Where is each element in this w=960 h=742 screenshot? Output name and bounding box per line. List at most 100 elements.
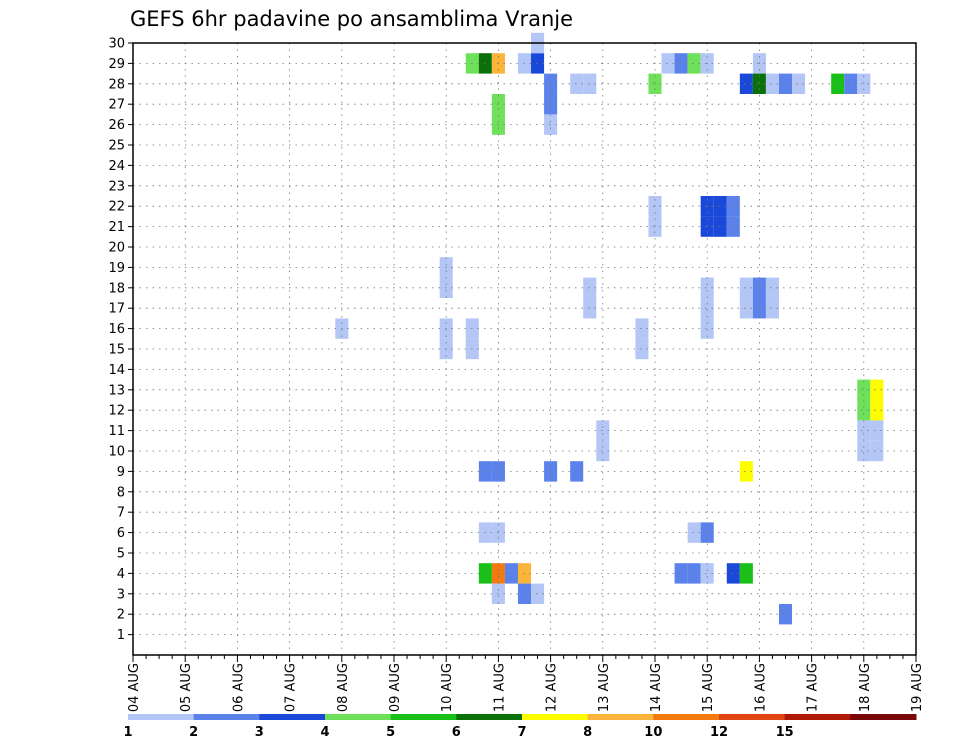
y-tick-label: 27 bbox=[108, 98, 125, 113]
x-tick-label: 14 AUG bbox=[649, 663, 664, 712]
x-axis: 04 AUG 05 AUG 06 AUG 07 AUG 08 AUG 09 AUG 10 A… bbox=[127, 655, 925, 712]
data-cell bbox=[831, 73, 845, 94]
legend-label: 15 bbox=[776, 725, 794, 740]
y-tick-label: 26 bbox=[108, 118, 125, 133]
data-cell bbox=[752, 73, 766, 94]
data-cell bbox=[583, 298, 597, 319]
x-tick-label: 05 AUG bbox=[179, 663, 194, 712]
x-tick-label: 06 AUG bbox=[231, 663, 246, 712]
legend: 1 2 3 4 5 6 7 8 10 12 15 bbox=[123, 714, 917, 740]
data-cell bbox=[778, 73, 793, 94]
data-cell bbox=[687, 522, 701, 543]
data-cell bbox=[792, 73, 806, 94]
y-tick-label: 3 bbox=[117, 587, 125, 602]
legend-swatch bbox=[784, 714, 851, 720]
data-cell bbox=[583, 277, 597, 298]
data-cell bbox=[726, 563, 740, 584]
legend-swatch bbox=[193, 714, 260, 720]
legend-label: 1 bbox=[123, 725, 132, 740]
data-cell bbox=[700, 298, 714, 319]
x-tick-label: 10 AUG bbox=[440, 663, 455, 712]
data-cell bbox=[700, 522, 714, 543]
y-tick-label: 22 bbox=[108, 200, 125, 215]
legend-label: 12 bbox=[710, 725, 728, 740]
data-cell bbox=[596, 440, 610, 462]
x-tick-label: 16 AUG bbox=[753, 663, 768, 712]
legend-swatch bbox=[390, 714, 457, 720]
data-cell bbox=[870, 420, 884, 441]
data-cell bbox=[765, 73, 779, 94]
y-tick-label: 14 bbox=[108, 363, 125, 378]
data-cell bbox=[726, 216, 740, 237]
data-cell bbox=[700, 563, 714, 584]
y-tick-label: 4 bbox=[117, 567, 125, 582]
data-cell bbox=[739, 563, 753, 584]
data-cell bbox=[596, 420, 610, 441]
legend-swatch bbox=[456, 714, 523, 720]
data-cell bbox=[531, 53, 545, 74]
y-tick-label: 25 bbox=[108, 139, 125, 154]
data-cell bbox=[778, 604, 793, 625]
y-tick-label: 24 bbox=[108, 159, 125, 174]
legend-label: 5 bbox=[386, 725, 395, 740]
data-cell bbox=[674, 53, 688, 74]
data-cell bbox=[635, 338, 649, 360]
data-cell bbox=[857, 73, 871, 94]
x-tick-label: 18 AUG bbox=[858, 663, 873, 712]
y-tick-label: 11 bbox=[108, 424, 125, 439]
y-tick-label: 5 bbox=[117, 547, 125, 562]
data-cell bbox=[570, 461, 584, 482]
data-cell bbox=[648, 73, 662, 94]
data-cell bbox=[713, 196, 727, 217]
y-tick-label: 17 bbox=[108, 302, 125, 317]
x-tick-label: 13 AUG bbox=[597, 663, 612, 712]
y-tick-label: 10 bbox=[108, 445, 125, 460]
y-tick-label: 6 bbox=[117, 526, 125, 541]
data-cell bbox=[544, 461, 558, 482]
data-cell bbox=[765, 298, 779, 319]
y-tick-label: 19 bbox=[108, 261, 125, 276]
y-tick-label: 23 bbox=[108, 179, 125, 194]
data-cell bbox=[700, 277, 714, 298]
data-cell bbox=[544, 94, 558, 115]
data-cell bbox=[857, 379, 871, 400]
data-cell bbox=[739, 461, 753, 482]
y-tick-label: 20 bbox=[108, 241, 125, 256]
x-tick-label: 17 AUG bbox=[806, 663, 821, 712]
data-cell bbox=[570, 73, 584, 94]
data-cell bbox=[844, 73, 858, 94]
y-tick-label: 18 bbox=[108, 281, 125, 296]
data-cell bbox=[870, 400, 884, 421]
data-cell bbox=[544, 114, 558, 135]
legend-label: 8 bbox=[583, 725, 592, 740]
data-cell bbox=[583, 73, 597, 94]
legend-swatch bbox=[325, 714, 392, 720]
data-cell bbox=[752, 298, 766, 319]
data-cell bbox=[674, 563, 688, 584]
legend-label: 2 bbox=[189, 725, 198, 740]
y-tick-label: 28 bbox=[108, 77, 125, 92]
data-cell bbox=[752, 277, 766, 298]
data-cell bbox=[857, 400, 871, 421]
data-cell bbox=[739, 73, 753, 94]
legend-swatch bbox=[522, 714, 589, 720]
x-tick-label: 19 AUG bbox=[910, 663, 925, 712]
y-tick-label: 8 bbox=[117, 485, 125, 500]
data-cell bbox=[857, 420, 871, 441]
data-cell bbox=[726, 196, 740, 217]
legend-label: 10 bbox=[644, 725, 662, 740]
legend-label: 7 bbox=[517, 725, 526, 740]
y-axis: 1234567891011121314151617181920212223242… bbox=[108, 37, 133, 643]
data-cell bbox=[739, 277, 753, 298]
y-tick-label: 21 bbox=[108, 220, 125, 235]
legend-swatch bbox=[259, 714, 326, 720]
y-tick-label: 15 bbox=[108, 343, 125, 358]
data-cell bbox=[687, 53, 701, 74]
legend-swatch bbox=[850, 714, 917, 720]
chart-title: GEFS 6hr padavine po ansamblima Vranje bbox=[130, 7, 573, 31]
x-tick-label: 08 AUG bbox=[336, 663, 351, 712]
y-tick-label: 30 bbox=[108, 37, 125, 52]
cells-layer bbox=[335, 32, 884, 625]
data-cell bbox=[544, 73, 558, 94]
